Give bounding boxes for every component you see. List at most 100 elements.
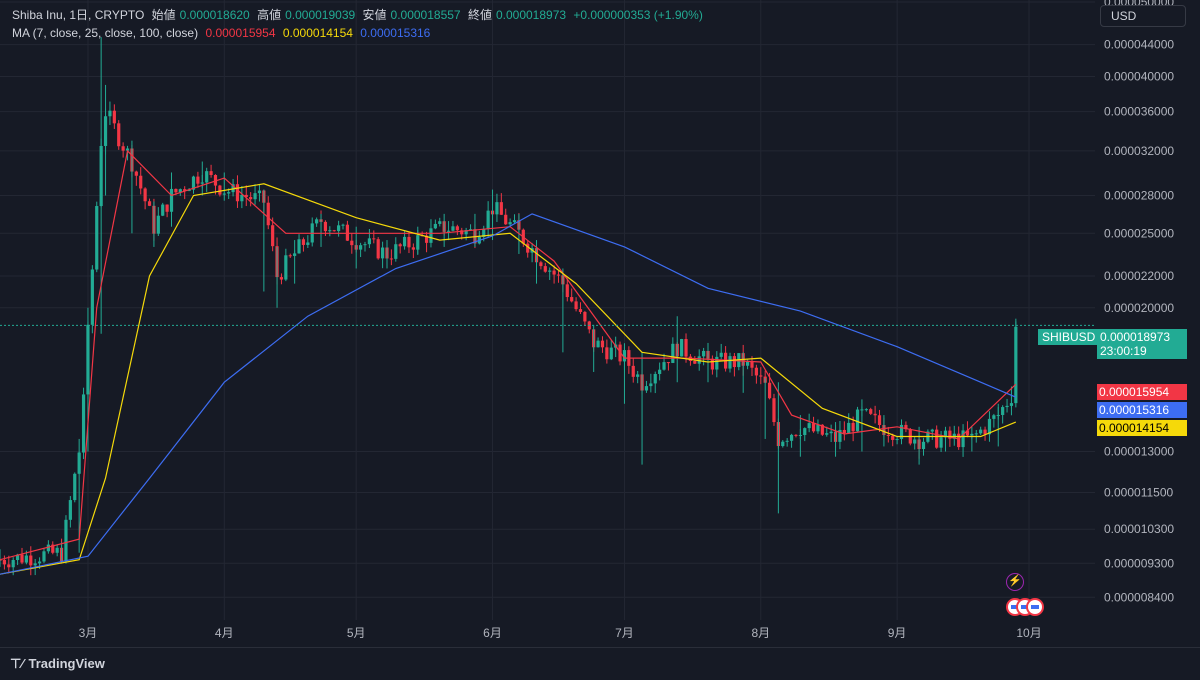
candle-body [1001,407,1005,415]
low-label: 安値 [362,8,387,22]
candle-body [24,555,28,563]
candle-body [930,429,934,432]
candle-body [605,347,609,360]
chart-legend: Shiba Inu, 1日, CRYPTO 始値 0.000018620 高値 0.… [12,6,707,42]
ohlc-row: Shiba Inu, 1日, CRYPTO 始値 0.000018620 高値 0.… [12,6,707,24]
ma100-price-tag: 0.000015316 [1097,402,1187,418]
candle-body [552,270,556,275]
candle-body [297,239,301,254]
candle-body [482,228,486,237]
candle-body [816,424,820,432]
candle-body [81,394,86,453]
candle-body [838,429,842,442]
y-tick-label: 0.000044000 [1104,38,1174,52]
close-value: 0.000018973 [495,8,567,22]
candle-body [649,383,653,387]
candle-body [772,398,776,423]
candle-body [745,361,750,366]
lightning-event-icon[interactable]: ⚡ [1006,573,1024,591]
candle-body [948,430,952,439]
candle-body [249,197,253,200]
candle-body [196,176,200,184]
candle-body [209,171,213,175]
last-price-value: 0.000018973 [1100,330,1171,344]
candle-body [965,430,970,436]
bar-countdown: 23:00:19 [1100,344,1147,358]
candle-body [407,236,411,248]
candle-body [73,473,77,501]
symbol-tag: SHIBUSD [1038,329,1100,345]
candle-body [921,441,926,450]
candle-body [183,189,187,192]
symbol-name[interactable]: Shiba Inu, 1日, CRYPTO [12,8,145,22]
y-tick-label: 0.000020000 [1104,301,1174,315]
candle-body [935,429,939,448]
candle-body [191,176,196,190]
x-tick-label: 6月 [483,626,502,640]
candle-body [899,424,904,440]
ma-row: MA (7, close, 25, close, 100, close) 0.0… [12,24,707,42]
candle-body [570,297,574,302]
candle-body [455,226,459,231]
candle-body [671,343,675,363]
candle-body [15,554,20,561]
candle-body [767,382,772,399]
candle-body [156,215,160,234]
open-label: 始値 [151,8,176,22]
candle-body [578,309,583,312]
candle-body [732,356,736,368]
x-tick-label: 8月 [751,626,770,640]
candle-body [460,230,464,235]
ma-line-ma100 [0,213,1017,575]
candle-body [266,202,270,226]
candle-body [218,185,222,195]
us-flag-event-icon[interactable] [1026,598,1044,616]
last-price-tag: 0.000018973 23:00:19 [1097,329,1187,359]
candle-body [750,361,754,368]
candle-body [341,224,345,226]
y-tick-label: 0.000013000 [1104,445,1174,459]
ma-line-ma25 [0,183,1017,575]
candle-body [631,365,635,377]
candle-body [284,255,288,280]
candle-body [543,266,547,272]
tradingview-logo[interactable]: ⊤⁄ TradingView [10,656,105,672]
candle-body [433,223,437,229]
candle-body [794,434,798,436]
candle-body [95,206,99,270]
candle-body [600,340,605,348]
candle-body [693,360,697,364]
candle-body [372,238,376,240]
candle-body [574,301,578,310]
candle-body [20,554,24,563]
candle-body [842,429,846,434]
candle-body [702,350,706,357]
x-tick-label: 9月 [888,626,907,640]
candle-body [539,262,543,267]
ma7-price-tag: 0.000015954 [1097,384,1187,400]
candle-body [2,559,6,565]
candle-body [526,243,530,253]
candle-body [869,409,873,414]
candle-body [376,239,380,259]
candle-body [90,269,94,325]
y-tick-label: 0.000010300 [1104,522,1174,536]
y-tick-label: 0.000036000 [1104,105,1174,119]
candle-body [402,236,407,247]
candle-body [11,560,15,568]
candle-body [847,422,851,434]
candle-body [411,247,415,250]
candle-body [279,277,284,280]
candle-body [1005,405,1009,408]
candle-body [337,225,341,232]
ma-label[interactable]: MA (7, close, 25, close, 100, close) [12,26,199,40]
candle-body [165,204,169,212]
candle-body [468,229,473,231]
candle-body [205,171,209,183]
currency-button[interactable]: USD [1100,5,1186,27]
candle-body [29,555,33,566]
candle-body [609,347,613,360]
candle-body [187,189,191,192]
moving-average-lines [0,149,1017,575]
